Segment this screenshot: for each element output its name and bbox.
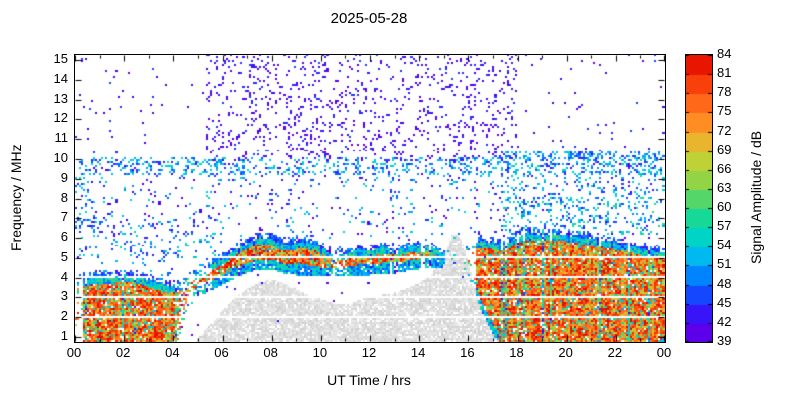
x-tick-label: 08 — [263, 345, 278, 360]
x-tick-label: 10 — [312, 345, 328, 360]
colorbar-canvas — [686, 55, 712, 342]
cb-tick-label: 54 — [717, 237, 732, 253]
x-tick-label: 06 — [214, 345, 229, 360]
plot-area — [74, 54, 666, 343]
chart-title: 2025-05-28 — [330, 10, 408, 27]
x-tick-label: 00 — [656, 345, 672, 360]
cb-tick-label: 72 — [717, 122, 732, 138]
cb-tick-label: 66 — [717, 160, 732, 176]
cb-tick-label: 78 — [717, 84, 732, 100]
cb-tick-label: 39 — [717, 333, 732, 348]
cb-tick-label: 69 — [717, 141, 732, 157]
cb-tick-label: 63 — [717, 179, 732, 195]
y-tick-label: 9 — [60, 169, 68, 185]
x-tick-label: 00 — [66, 345, 82, 360]
cb-tick-label: 48 — [717, 275, 732, 291]
y-tick-label: 5 — [60, 248, 68, 264]
x-tick-label: 04 — [165, 345, 180, 360]
x-tick-label: 20 — [558, 345, 573, 360]
x-tick-label: 18 — [509, 345, 524, 360]
cb-tick-label: 60 — [717, 199, 732, 215]
colorbar-label: Signal Amplitude / dB — [748, 130, 764, 265]
y-tick-label: 6 — [60, 229, 68, 245]
y-tick-label: 8 — [60, 189, 68, 205]
y-tick-label: 7 — [60, 209, 68, 225]
y-tick-label: 13 — [53, 90, 68, 106]
cb-tick-label: 57 — [717, 218, 732, 234]
x-tick-label: 12 — [361, 345, 377, 360]
x-axis-label: UT Time / hrs — [327, 372, 411, 388]
cb-tick-label: 42 — [717, 313, 732, 329]
y-tick-label: 10 — [53, 149, 68, 165]
heatmap-canvas — [75, 55, 665, 342]
cb-tick-label: 45 — [717, 294, 732, 310]
x-tick-label: 14 — [410, 345, 426, 360]
y-tick-label: 2 — [60, 308, 68, 324]
x-tick-label: 16 — [460, 345, 475, 360]
y-tick-label: 1 — [60, 328, 68, 344]
y-tick-label: 4 — [60, 268, 68, 284]
y-tick-label: 15 — [53, 50, 68, 66]
y-tick-label: 11 — [54, 130, 69, 146]
y-tick-label: 3 — [60, 288, 68, 304]
cb-tick-label: 51 — [717, 256, 732, 272]
x-tick-label: 22 — [607, 345, 623, 360]
y-tick-label: 14 — [53, 70, 68, 86]
x-tick-label: 02 — [115, 345, 131, 360]
y-axis-label: Frequency / MHz — [8, 144, 24, 251]
colorbar — [685, 54, 713, 343]
cb-tick-label: 84 — [717, 46, 732, 61]
cb-tick-label: 81 — [717, 65, 732, 81]
y-tick-label: 12 — [53, 110, 68, 126]
cb-tick-label: 75 — [717, 103, 732, 119]
